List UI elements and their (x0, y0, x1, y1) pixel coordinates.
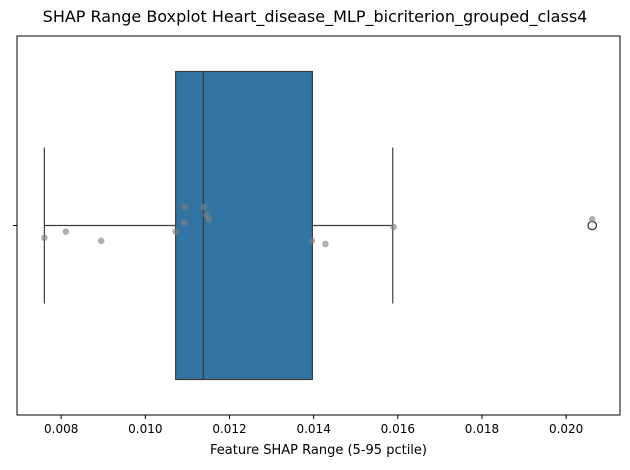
data-point (97, 237, 105, 245)
iqr-box (175, 70, 313, 381)
data-point (308, 237, 316, 245)
data-point (200, 203, 208, 211)
data-point (205, 216, 213, 223)
data-point (41, 234, 48, 242)
x-tick-label: 0.008 (44, 422, 78, 436)
data-point (390, 223, 397, 231)
x-tick-label: 0.012 (212, 422, 246, 436)
data-point (172, 228, 179, 235)
x-tick-label: 0.016 (381, 422, 415, 436)
data-point (62, 228, 70, 235)
data-point (181, 203, 189, 211)
data-point (322, 240, 329, 248)
x-tick-label: 0.010 (128, 422, 162, 436)
chart-title: SHAP Range Boxplot Heart_disease_MLP_bic… (42, 7, 588, 26)
data-point (588, 216, 596, 223)
x-tick-label: 0.020 (549, 422, 583, 436)
x-tick-label: 0.014 (296, 422, 330, 436)
x-axis-label: Feature SHAP Range (5-95 pctile) (210, 443, 427, 458)
data-point (180, 219, 188, 226)
x-tick-label: 0.018 (465, 422, 499, 436)
